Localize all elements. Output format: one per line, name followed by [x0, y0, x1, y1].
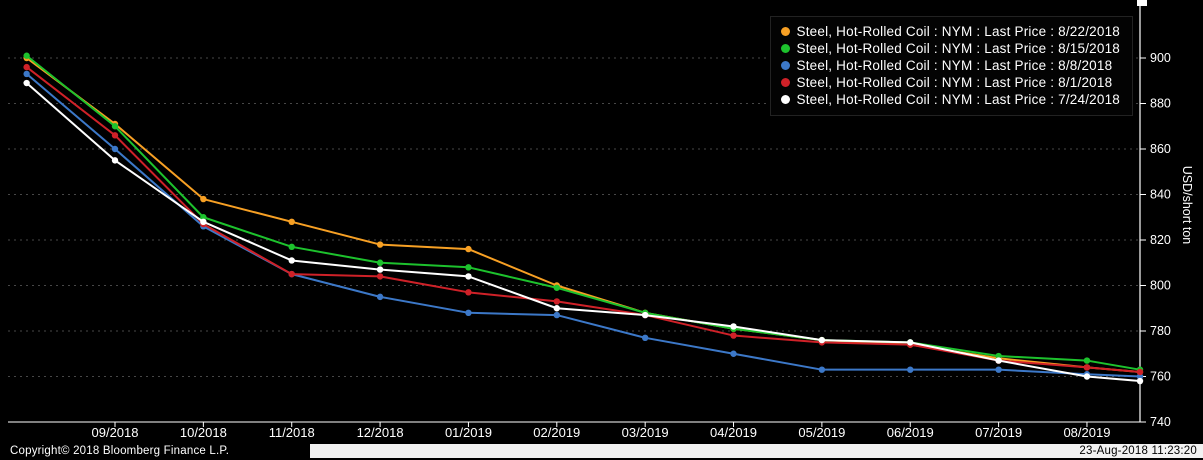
y-tick-label: 800	[1150, 279, 1171, 293]
legend-marker-icon	[780, 78, 790, 87]
data-point	[553, 298, 560, 305]
x-tick-label: 11/2018	[269, 425, 315, 440]
x-tick-label: 02/2019	[533, 425, 580, 440]
data-point	[111, 132, 119, 139]
x-tick-label: 06/2019	[887, 425, 934, 440]
status-strip: 23-Aug-2018 11:23:20	[310, 444, 1203, 458]
data-point	[200, 195, 207, 203]
data-point	[465, 245, 472, 253]
legend-item[interactable]: Steel, Hot-Rolled Coil : NYM : Last Pric…	[780, 23, 1121, 40]
data-point	[465, 264, 472, 271]
legend-marker-icon	[780, 61, 790, 70]
series-line	[25, 82, 1141, 383]
y-tick-label: 880	[1150, 97, 1171, 111]
y-tick-label: 760	[1150, 370, 1171, 384]
data-point	[288, 257, 295, 264]
legend-label: Steel, Hot-Rolled Coil : NYM : Last Pric…	[796, 24, 1120, 39]
data-point	[376, 266, 384, 273]
data-point	[200, 218, 207, 225]
legend-label: Steel, Hot-Rolled Coil : NYM : Last Pric…	[796, 41, 1120, 56]
data-point	[730, 332, 737, 339]
data-point	[995, 366, 1002, 373]
x-tick-label: 01/2019	[445, 425, 492, 440]
y-axis-title: USD/short ton	[1180, 166, 1194, 245]
data-point	[376, 241, 384, 248]
legend-marker-icon	[780, 27, 790, 36]
data-point	[641, 334, 649, 342]
y-tick-label: 840	[1150, 188, 1171, 202]
data-point	[1136, 368, 1144, 376]
data-point	[288, 218, 295, 225]
series-line	[25, 73, 1141, 378]
data-point	[23, 79, 30, 87]
legend-marker-icon	[780, 95, 790, 104]
x-tick-label: 07/2019	[975, 425, 1022, 440]
data-point	[553, 311, 560, 319]
legend-label: Steel, Hot-Rolled Coil : NYM : Last Pric…	[796, 58, 1113, 73]
data-point	[818, 366, 826, 373]
legend-item[interactable]: Steel, Hot-Rolled Coil : NYM : Last Pric…	[780, 57, 1121, 74]
y-tick-label: 740	[1150, 415, 1171, 429]
data-point	[23, 52, 30, 59]
data-point	[1136, 377, 1144, 385]
data-point	[111, 145, 119, 153]
copyright-text: Copyright© 2018 Bloomberg Finance L.P.	[10, 445, 230, 457]
y-tick-label: 900	[1150, 51, 1171, 65]
data-point	[376, 273, 384, 280]
data-point	[641, 311, 649, 319]
x-tick-label: 12/2018	[357, 425, 404, 440]
data-point	[730, 323, 737, 330]
timestamp-text: 23-Aug-2018 11:23:20	[1079, 445, 1197, 457]
x-tick-label: 10/2018	[180, 425, 227, 440]
data-point	[1083, 364, 1091, 371]
data-point	[465, 309, 472, 316]
y-tick-label: 860	[1150, 142, 1171, 156]
data-point	[376, 293, 384, 301]
legend-marker-icon	[780, 44, 790, 53]
data-point	[111, 157, 119, 164]
x-tick-label: 08/2019	[1063, 425, 1110, 440]
data-point	[23, 70, 30, 78]
legend-label: Steel, Hot-Rolled Coil : NYM : Last Pric…	[796, 92, 1120, 107]
data-point	[907, 339, 914, 346]
series-line	[26, 57, 1141, 373]
legend-item[interactable]: Steel, Hot-Rolled Coil : NYM : Last Pric…	[780, 91, 1121, 108]
chart-legend: Steel, Hot-Rolled Coil : NYM : Last Pric…	[769, 16, 1133, 116]
data-point	[1136, 373, 1144, 380]
data-point	[23, 63, 30, 71]
x-tick-label: 05/2019	[798, 425, 845, 440]
data-point	[111, 123, 119, 130]
legend-label: Steel, Hot-Rolled Coil : NYM : Last Pric…	[796, 75, 1113, 90]
data-point	[553, 284, 560, 291]
data-point	[465, 273, 472, 280]
data-point	[288, 243, 295, 251]
series-line	[26, 54, 1141, 371]
data-point	[200, 214, 207, 221]
data-point	[907, 366, 914, 373]
y-tick-label: 820	[1150, 233, 1171, 247]
x-tick-label: 03/2019	[622, 425, 669, 440]
data-point	[1083, 357, 1091, 364]
x-tick-label: 09/2018	[92, 425, 139, 440]
data-point	[288, 270, 295, 278]
data-point	[465, 289, 472, 296]
data-point	[376, 259, 384, 266]
data-point	[1083, 373, 1091, 380]
data-point	[995, 357, 1002, 364]
legend-item[interactable]: Steel, Hot-Rolled Coil : NYM : Last Pric…	[780, 40, 1121, 57]
axis-corner-mark	[1137, 0, 1147, 6]
y-tick-label: 780	[1150, 324, 1171, 338]
x-tick-label: 04/2019	[710, 425, 757, 440]
data-point	[995, 352, 1002, 360]
data-point	[553, 305, 560, 312]
data-point	[818, 336, 826, 344]
legend-item[interactable]: Steel, Hot-Rolled Coil : NYM : Last Pric…	[780, 74, 1121, 91]
status-bar: Copyright© 2018 Bloomberg Finance L.P. 2…	[0, 442, 1203, 460]
data-point	[730, 350, 737, 357]
